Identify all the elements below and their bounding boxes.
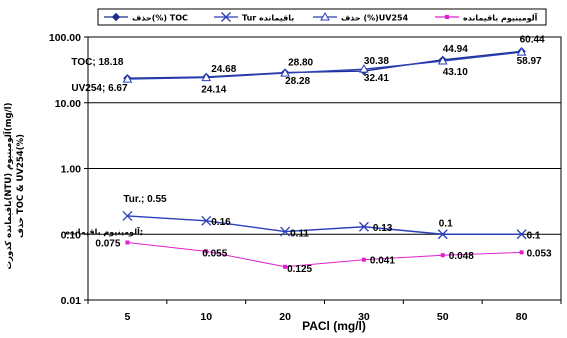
data-point-stroke (280, 226, 291, 237)
data-point (283, 264, 288, 269)
x-tick-label: 10 (200, 311, 212, 323)
data-point-stroke (516, 229, 527, 240)
data-label: 0.048 (449, 251, 474, 262)
data-label: 43.10 (443, 67, 468, 78)
data-point (280, 226, 291, 237)
data-label: 0.16 (211, 217, 231, 228)
data-point (437, 56, 448, 65)
x-axis: 5 10 20 30 50 80 (87, 300, 562, 323)
data-point-stroke (122, 210, 133, 221)
y-tick-label: 1.00 (61, 164, 82, 176)
series-layer (122, 47, 527, 269)
data-point (280, 68, 290, 77)
data-point (359, 64, 369, 73)
x-tick-label: 30 (358, 311, 370, 323)
legend-entry-label: حذف (%)UV254 (341, 14, 409, 23)
data-point (111, 12, 121, 22)
data-point (361, 257, 366, 262)
data-label: 32.41 (364, 73, 389, 84)
y-tick-label: 10.00 (55, 98, 81, 110)
chart-legend: حذف(%) TOC Tur باقیمانده حذف (%)UV254 آلومی… (97, 8, 547, 26)
data-label: 0.11 (290, 229, 309, 240)
data-label: 24.68 (211, 64, 236, 75)
data-label: 30.38 (364, 56, 389, 67)
legend-entry-label: آلومینیوم باقیمانده (463, 13, 538, 23)
y-tick-label: 0.01 (61, 295, 82, 307)
y-axis: 100.00 10.00 1.00 0.10 0.01 (49, 32, 88, 307)
data-point (201, 72, 212, 82)
data-label: 0.1 (527, 230, 541, 241)
data-point (445, 15, 449, 19)
data-point (125, 240, 130, 245)
data-label: 0.053 (527, 248, 552, 259)
data-point (440, 253, 445, 258)
x-tick-label: 5 (124, 311, 130, 323)
series-line (127, 241, 522, 268)
y-tick-label: 100.00 (49, 32, 81, 44)
series-line (127, 215, 522, 235)
x-axis-label: PACl (mg/l) (302, 319, 366, 333)
data-point (437, 229, 448, 240)
data-label: UV254; 6.67 (71, 83, 128, 94)
legend-entry-label: Tur باقیمانده (242, 14, 294, 23)
data-label: 60.44 (520, 34, 545, 45)
data-point (204, 249, 209, 254)
data-point (122, 210, 133, 221)
data-label: Tur.; 0.55 (123, 194, 167, 205)
data-point (358, 221, 369, 232)
data-point-stroke (221, 12, 231, 22)
data-label: 44.94 (443, 44, 468, 55)
data-point (201, 215, 212, 226)
data-point (519, 250, 524, 255)
legend-entry-label: حذف(%) TOC (132, 14, 188, 23)
data-point (320, 11, 330, 21)
data-label: 0.055 (202, 248, 227, 259)
data-point-stroke (437, 229, 448, 240)
y-axis-label-line-1: باقیمانده کدورت(NTU) آلومینیوم(mg/l) (2, 102, 14, 269)
data-labels-layer: TOC; 18.18 24.68 28.80 30.38 44.94 60.44 Tur.;… (65, 34, 552, 274)
data-label: TOC; 18.18 (71, 57, 123, 68)
data-label: 0.1 (439, 218, 453, 229)
data-label: 0.075 (95, 238, 120, 249)
data-label: 28.80 (288, 58, 313, 69)
x-tick-label: 20 (279, 311, 291, 323)
data-point (122, 74, 133, 83)
data-point-stroke (358, 221, 369, 232)
data-label: 0.041 (370, 256, 395, 267)
plot-area (87, 36, 562, 301)
data-point (516, 229, 527, 240)
y-axis-label-line-2: حذف TOC & UV254(%) (16, 134, 26, 238)
series-line (127, 51, 522, 80)
data-label: 0.125 (287, 264, 312, 275)
data-point (221, 12, 231, 22)
data-point (516, 47, 527, 56)
x-tick-label: 50 (437, 311, 449, 323)
data-point-stroke (201, 215, 212, 226)
x-tick-label: 80 (516, 311, 528, 323)
data-label: 58.97 (517, 56, 542, 67)
data-label-name: آلومینیوم باقیمانده; (65, 226, 143, 236)
data-label: 0.13 (373, 223, 393, 234)
y-tick-label: 0.10 (61, 229, 82, 241)
data-label: 24.14 (201, 85, 226, 96)
data-label: 28.28 (285, 76, 310, 87)
